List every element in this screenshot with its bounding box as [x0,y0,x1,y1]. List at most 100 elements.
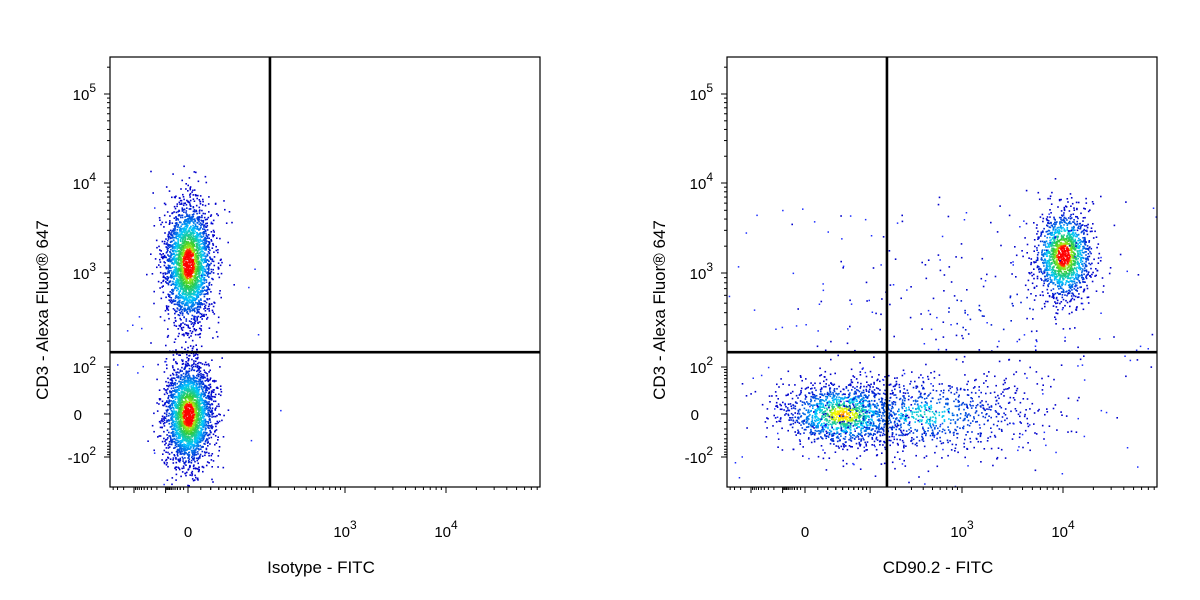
event-dot [189,187,191,189]
event-dot [203,282,206,284]
event-dot [192,390,194,392]
event-dot [180,406,183,409]
event-dot [203,216,206,219]
event-dot [201,455,204,457]
event-dot [186,231,188,233]
event-dot [220,391,223,393]
event-dot [184,423,186,426]
event-dot [197,365,199,367]
event-dot [206,316,209,319]
event-dot [182,405,184,407]
event-dot [155,239,158,242]
event-dot [184,401,187,404]
event-dot [174,382,176,384]
event-dot [165,278,167,280]
event-dot [192,271,195,273]
event-dot [207,203,210,205]
event-dot [203,431,206,434]
event-dot [211,453,214,455]
event-dot [205,391,207,394]
event-dot [193,408,196,410]
event-dot [197,356,199,359]
event-dot [191,420,194,422]
event-dot [183,244,186,247]
event-dot [184,202,187,204]
event-dot [176,244,179,246]
event-dot [202,466,205,469]
event-dot [187,281,190,283]
event-dot [174,297,177,299]
event-dot [179,203,181,205]
event-dot [168,280,171,283]
event-dot [206,237,209,239]
event-dot [198,389,200,391]
event-dot [218,446,221,448]
event-dot [181,286,183,288]
event-dot [189,192,192,195]
event-dot [202,438,205,441]
event-dot [169,215,171,217]
event-dot [173,447,175,449]
event-dot [163,319,166,322]
event-dot [182,284,185,286]
event-dot [211,247,214,249]
event-dot [162,291,165,294]
event-dot [210,399,213,401]
event-dot [213,400,215,403]
event-dot [195,457,198,460]
event-dot [190,401,193,403]
event-dot [181,248,183,250]
event-dot [197,333,199,336]
event-dot [190,225,192,228]
event-dot [195,286,198,288]
event-dot [192,446,195,449]
event-dot [197,295,200,297]
event-dot [197,321,199,324]
event-dot [163,371,166,373]
event-dot [165,451,167,453]
event-dot [188,227,191,229]
event-dot [192,215,195,218]
event-dot [186,393,188,395]
event-dot [180,396,183,398]
event-dot [190,238,193,241]
event-dot [169,443,171,446]
event-dot [182,312,184,314]
event-dot [182,287,185,290]
event-dot [177,466,179,469]
event-dot [201,313,203,315]
event-dot [179,278,182,281]
event-dot [202,212,205,215]
event-dot [182,441,184,443]
event-dot [189,379,191,382]
event-dot [194,298,197,300]
event-dot [182,460,184,462]
event-dot [184,270,187,273]
event-dot [167,328,169,330]
event-dot [194,230,196,233]
event-dot [188,282,190,284]
event-dot [201,289,203,292]
event-dot [176,453,179,456]
event-dot [193,369,195,371]
event-dot [218,413,220,415]
event-dot [180,323,182,325]
event-dot [167,249,169,252]
event-dot [192,374,194,377]
event-dot [196,398,199,400]
event-dot [211,222,214,225]
event-dot [183,434,186,436]
event-dot [167,277,169,280]
event-dot [199,265,201,267]
event-dot [199,294,202,296]
event-dot [176,301,179,304]
event-dot [167,282,169,285]
event-dot [175,361,177,363]
event-dot [181,272,184,275]
event-dot [190,279,192,281]
event-dot [202,395,205,398]
event-dot [167,264,170,267]
event-dot [219,237,221,240]
event-dot [196,222,199,224]
